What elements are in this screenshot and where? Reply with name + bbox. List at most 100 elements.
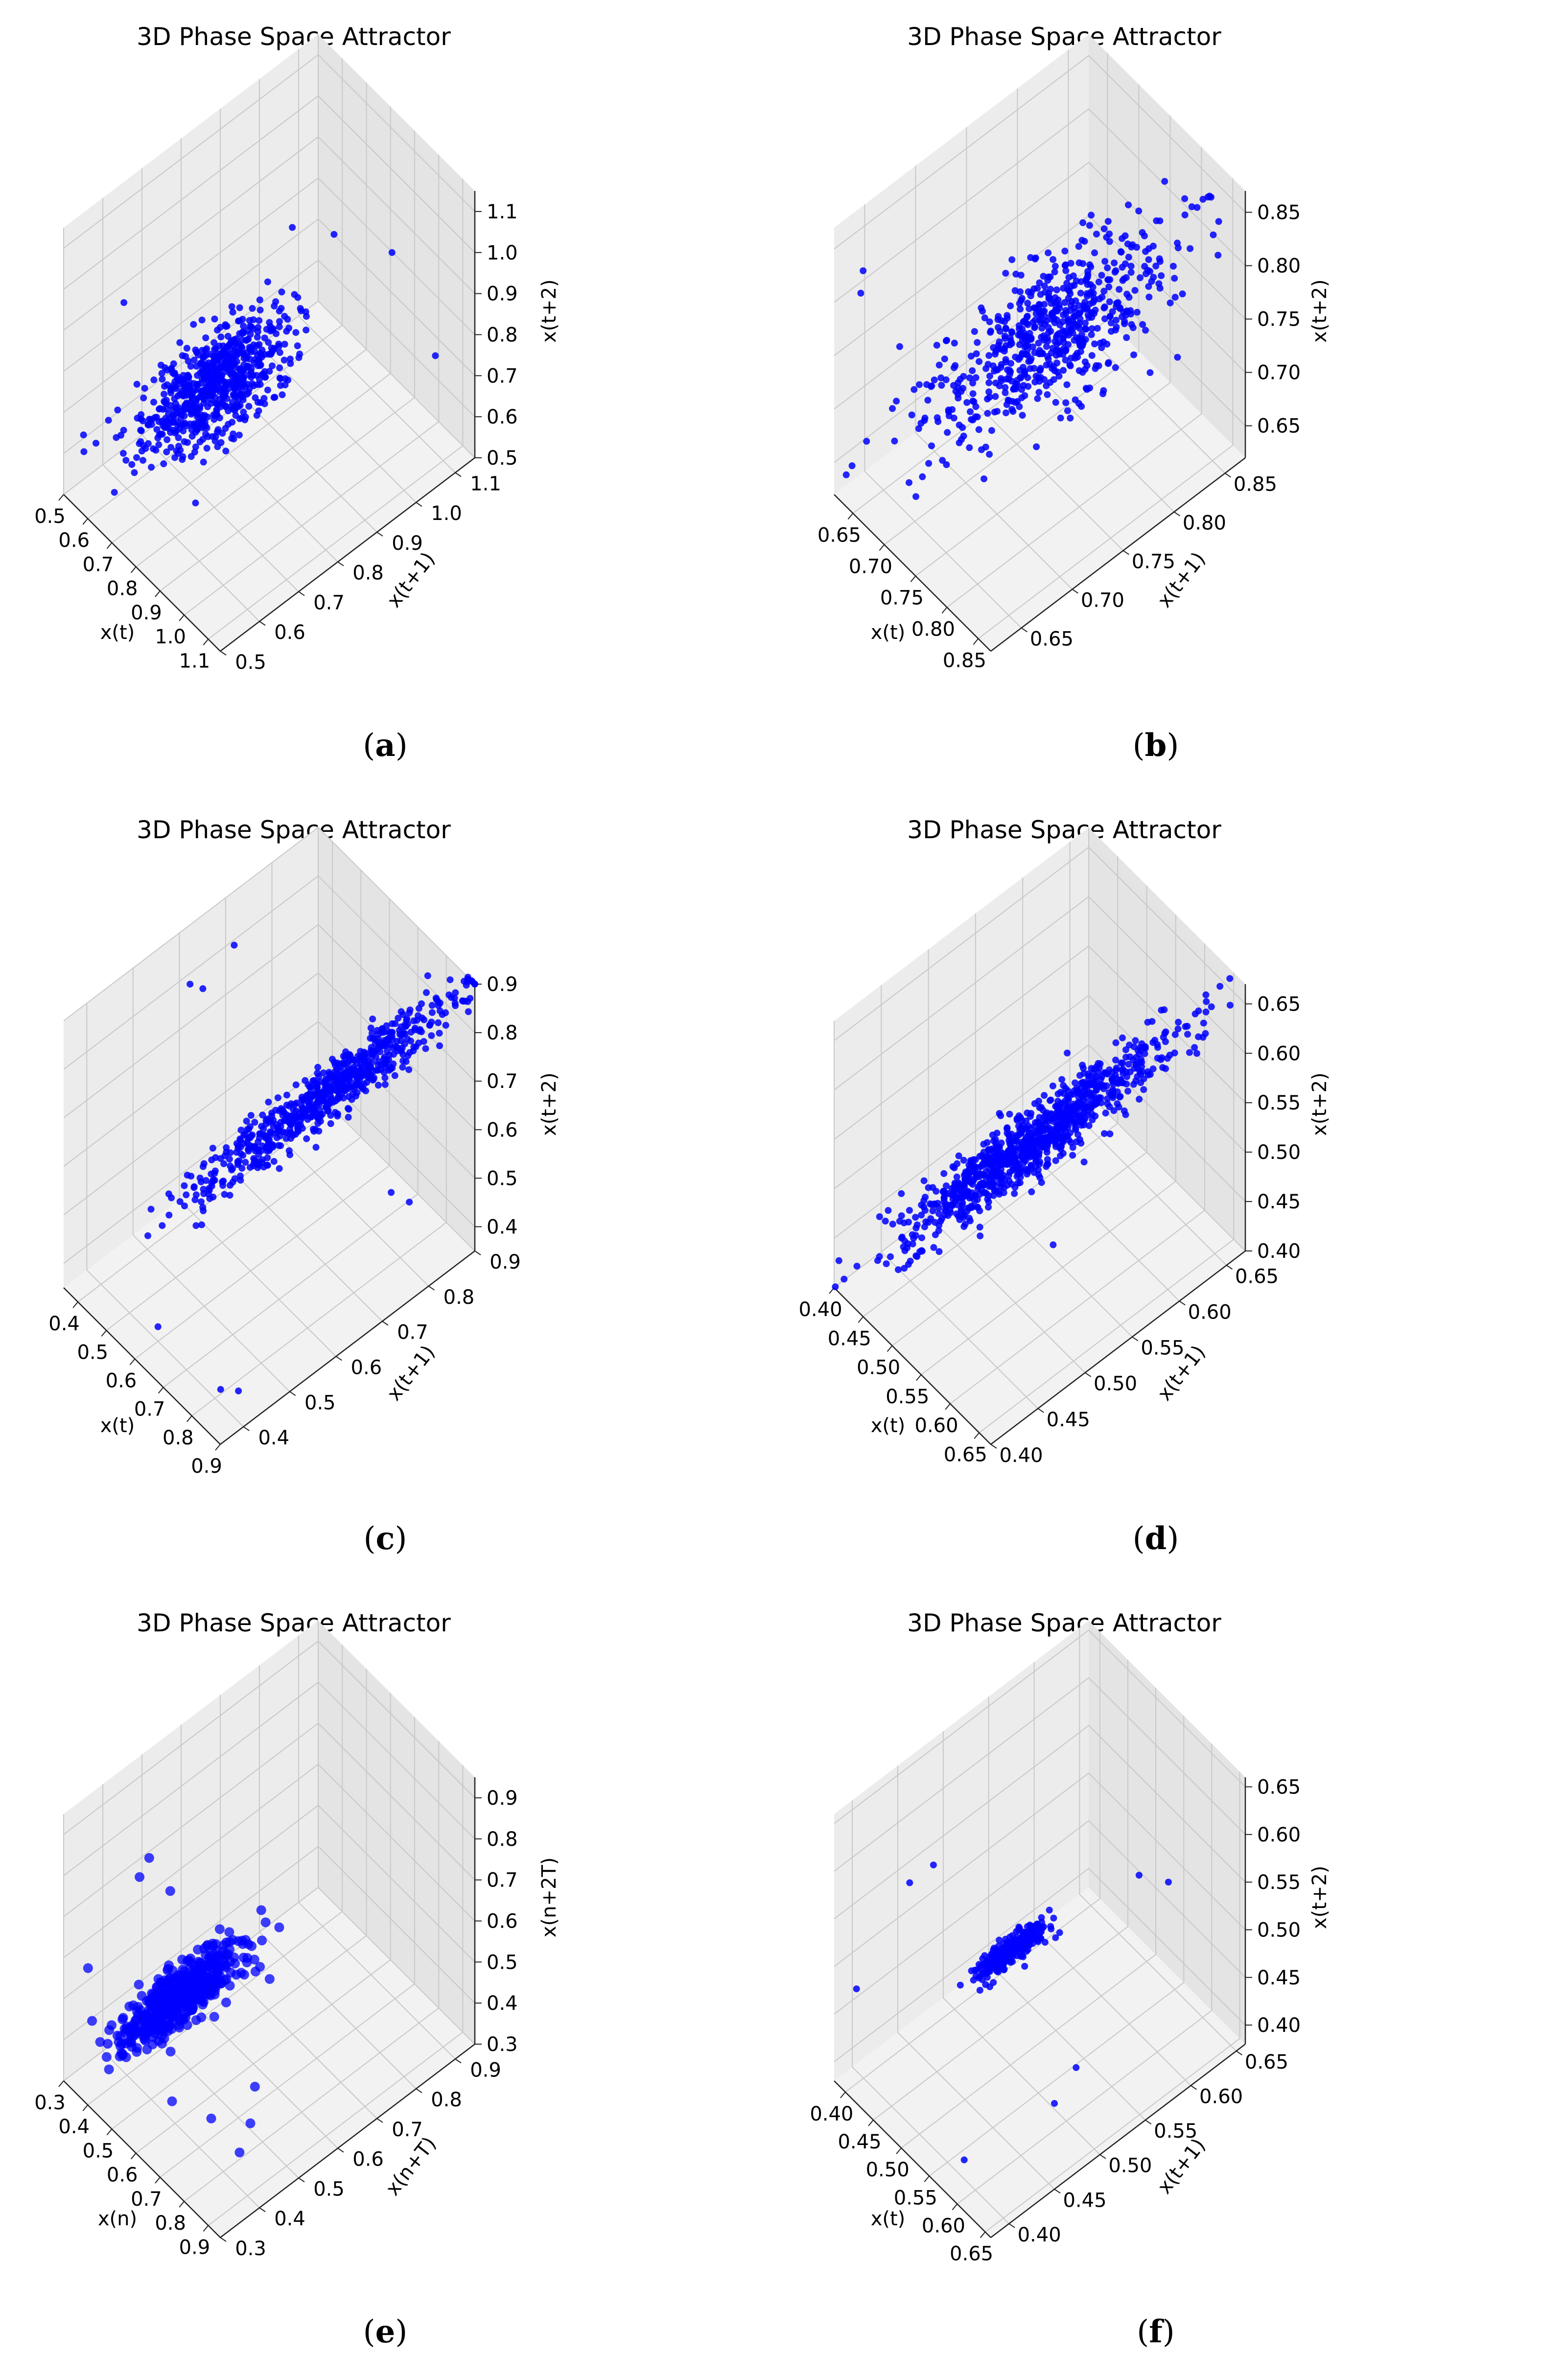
data-point: [1062, 267, 1070, 274]
y-tick-label: 0.55: [1154, 2120, 1197, 2143]
data-point: [924, 397, 932, 404]
y-tick-label: 0.7: [313, 591, 345, 614]
y-tick-label: 0.5: [235, 651, 266, 674]
x-tick-mark: [896, 2147, 902, 2154]
data-point: [1079, 1101, 1086, 1108]
data-point: [452, 989, 459, 996]
x-tick-label: 0.75: [880, 587, 924, 609]
data-point: [244, 1126, 251, 1133]
data-point: [390, 1051, 397, 1058]
data-point: [1028, 1188, 1035, 1196]
data-point: [963, 1192, 970, 1200]
data-point: [943, 337, 950, 344]
y-axis-line: [990, 2044, 1246, 2238]
data-point: [1011, 287, 1019, 294]
data-point: [1067, 414, 1074, 422]
x-gridline: [929, 1716, 1185, 2177]
data-point: [1027, 1113, 1034, 1120]
data-point: [190, 1184, 198, 1191]
data-point: [876, 1213, 883, 1220]
data-point: [970, 1977, 977, 1984]
data-point: [1062, 261, 1069, 268]
floor-pane: [64, 1887, 475, 2238]
caption-b: (b): [1132, 727, 1179, 764]
panel-c: 3D Phase Space Attractor 0.4 0.5 0.6 0.7 0.8 0…: [0, 793, 770, 1586]
data-point: [883, 1260, 890, 1268]
data-point: [1019, 1934, 1027, 1941]
data-point: [147, 1205, 155, 1213]
data-point: [199, 436, 207, 443]
data-point: [230, 430, 237, 438]
data-point: [415, 1039, 422, 1047]
data-point: [349, 1084, 356, 1091]
data-point: [1025, 1939, 1032, 1947]
z-gridline: [834, 895, 1246, 1091]
x-tick-mark: [974, 1432, 980, 1439]
x-gridline: [873, 1660, 1128, 2121]
data-point: [248, 348, 255, 355]
data-point: [465, 1008, 472, 1015]
data-point: [1049, 1083, 1056, 1089]
data-point: [940, 1187, 947, 1195]
y-tick-label: 0.8: [352, 562, 384, 585]
y-tick-mark: [1179, 1300, 1186, 1306]
data-point: [221, 1191, 228, 1198]
data-point: [1103, 234, 1110, 241]
data-point: [138, 427, 145, 434]
data-point: [399, 1051, 407, 1058]
data-point: [237, 1177, 244, 1184]
data-point: [1114, 299, 1121, 306]
data-point: [1019, 350, 1026, 357]
x-tick-mark: [916, 1374, 922, 1381]
data-point: [876, 1253, 883, 1260]
data-point: [1017, 306, 1024, 313]
data-point: [1080, 1064, 1087, 1072]
data-point: [192, 443, 199, 450]
data-point: [1024, 352, 1031, 359]
data-point: [231, 1970, 241, 1980]
z-tick-label: 0.45: [1257, 1191, 1301, 1213]
data-point: [1136, 1051, 1143, 1058]
data-point: [317, 1111, 324, 1118]
data-point: [1202, 991, 1210, 998]
data-point: [250, 2081, 260, 2092]
data-point: [289, 224, 296, 231]
panel-f: 3D Phase Space Attractor 0.40 0.45 0.50 0.55…: [770, 1586, 1541, 2380]
data-point: [153, 2025, 163, 2035]
data-point: [248, 374, 255, 381]
data-point: [191, 1196, 199, 1203]
data-point: [274, 1094, 281, 1102]
data-point: [1106, 1130, 1114, 1137]
data-point: [1031, 1100, 1038, 1107]
panel-e: 3D Phase Space Attractor 0.3 0.4 0.5 0.6 0.7 0…: [0, 1586, 770, 2380]
x-tick-label: 0.50: [866, 2159, 910, 2181]
data-point: [1145, 256, 1152, 263]
data-point: [286, 1103, 293, 1109]
data-point: [1008, 256, 1016, 263]
data-point: [1040, 273, 1047, 280]
x-tick-mark: [840, 2092, 846, 2098]
data-point: [256, 296, 263, 304]
data-point: [1009, 1165, 1017, 1173]
data-point: [142, 445, 149, 452]
data-point: [1088, 1065, 1095, 1072]
data-point: [1191, 1010, 1199, 1017]
data-point: [181, 1202, 188, 1209]
data-point: [1079, 219, 1087, 226]
data-point: [461, 978, 467, 985]
x-axis-label: x(n): [98, 2208, 137, 2230]
data-point: [361, 1057, 368, 1064]
data-point: [176, 339, 184, 346]
data-point: [1002, 325, 1009, 332]
data-point: [185, 1957, 195, 1967]
data-point: [128, 2000, 139, 2010]
data-point: [281, 341, 288, 348]
y-tick-mark: [428, 1285, 435, 1291]
data-point: [848, 462, 856, 470]
data-point: [245, 402, 253, 410]
data-point: [994, 1967, 1001, 1974]
data-point: [1149, 1065, 1157, 1073]
data-point: [1121, 232, 1129, 239]
z-gridline: [63, 95, 475, 290]
data-point: [1053, 359, 1061, 367]
